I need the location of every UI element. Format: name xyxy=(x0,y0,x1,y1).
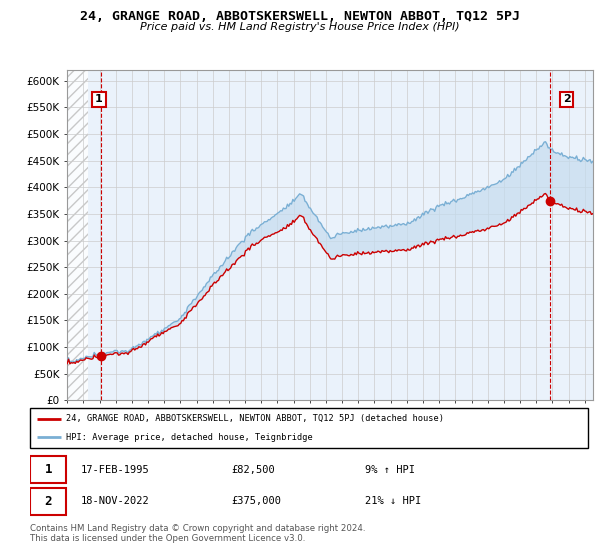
Text: 9% ↑ HPI: 9% ↑ HPI xyxy=(365,465,415,475)
Text: 1: 1 xyxy=(44,463,52,477)
Text: 18-NOV-2022: 18-NOV-2022 xyxy=(80,496,149,506)
Text: £82,500: £82,500 xyxy=(231,465,275,475)
Bar xyxy=(67,70,88,400)
FancyBboxPatch shape xyxy=(30,456,66,483)
Text: 1: 1 xyxy=(95,94,103,104)
Text: 17-FEB-1995: 17-FEB-1995 xyxy=(80,465,149,475)
Text: 24, GRANGE ROAD, ABBOTSKERSWELL, NEWTON ABBOT, TQ12 5PJ: 24, GRANGE ROAD, ABBOTSKERSWELL, NEWTON … xyxy=(80,10,520,23)
Text: 2: 2 xyxy=(563,94,571,104)
FancyBboxPatch shape xyxy=(30,488,66,515)
Text: £375,000: £375,000 xyxy=(231,496,281,506)
Text: Price paid vs. HM Land Registry's House Price Index (HPI): Price paid vs. HM Land Registry's House … xyxy=(140,22,460,32)
Text: HPI: Average price, detached house, Teignbridge: HPI: Average price, detached house, Teig… xyxy=(66,433,313,442)
Text: 24, GRANGE ROAD, ABBOTSKERSWELL, NEWTON ABBOT, TQ12 5PJ (detached house): 24, GRANGE ROAD, ABBOTSKERSWELL, NEWTON … xyxy=(66,414,444,423)
Text: 21% ↓ HPI: 21% ↓ HPI xyxy=(365,496,421,506)
Text: Contains HM Land Registry data © Crown copyright and database right 2024.
This d: Contains HM Land Registry data © Crown c… xyxy=(30,524,365,543)
Text: 2: 2 xyxy=(44,494,52,508)
